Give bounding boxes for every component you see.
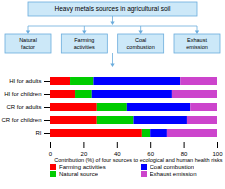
html-text:Exhaust emission: Exhaust emission [149,171,197,177]
svg-text:HI for adults: HI for adults [9,78,41,84]
html-text:Coal combustion: Coal combustion [149,164,195,170]
svg-text:CR for children: CR for children [1,117,41,123]
svg-text:Naturalfactor: Naturalfactor [19,37,37,50]
svg-text:Farmingactivities: Farmingactivities [74,37,95,50]
svg-text:Heavy metals sources in agricu: Heavy metals sources in agricultural soi… [55,5,172,13]
svg-text:60: 60 [147,150,154,157]
svg-text:40: 40 [114,150,121,157]
svg-text:0: 0 [49,151,53,157]
svg-text:HI for children: HI for children [4,91,41,97]
svg-text:Exhaustemission: Exhaustemission [186,37,208,50]
svg-text:Coalcombustion: Coalcombustion [127,37,155,50]
svg-text:20: 20 [80,150,88,157]
svg-text:Contribution (%) of four sourc: Contribution (%) of four sources to ecol… [54,157,222,163]
html-text:Farming activities: Farming activities [59,164,106,170]
svg-text:80: 80 [180,150,188,157]
svg-text:CR for adults: CR for adults [6,104,41,110]
svg-text:100: 100 [212,150,223,157]
html-text:Natural source: Natural source [59,171,98,177]
svg-text:RI: RI [36,130,42,136]
